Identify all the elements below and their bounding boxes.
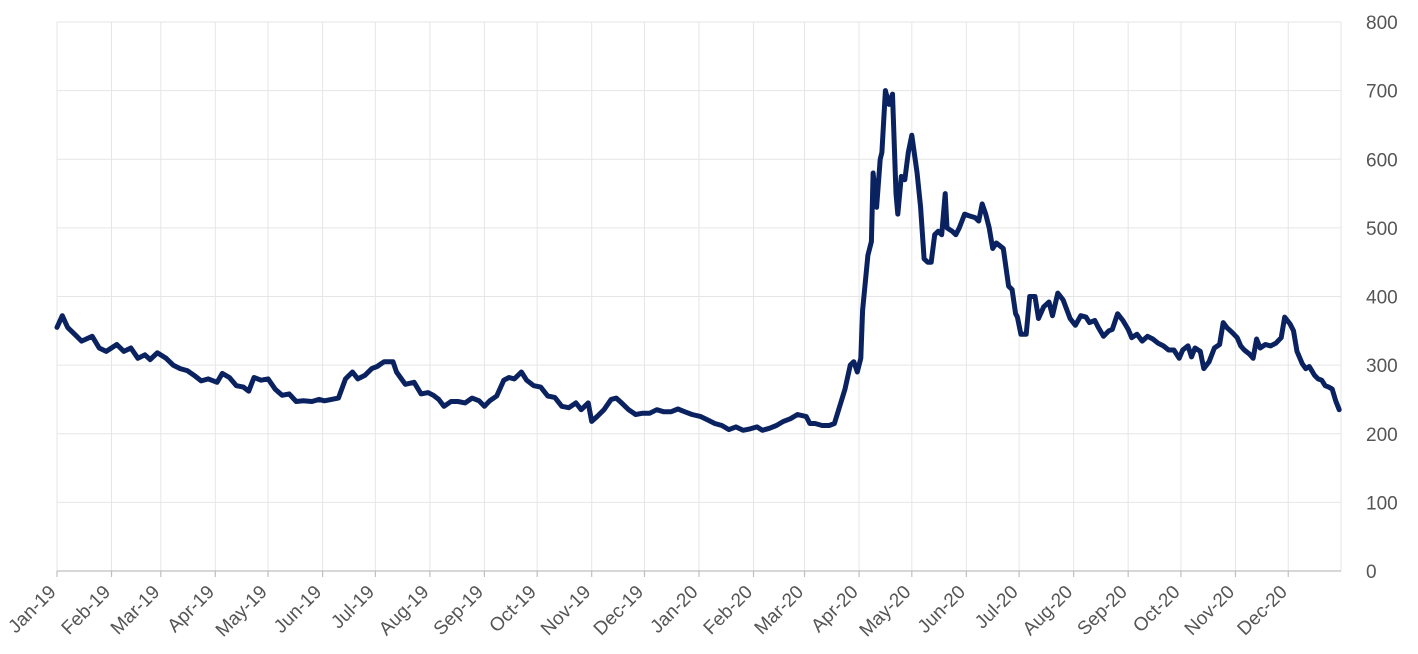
- x-tick-label: Nov-19: [537, 582, 595, 640]
- y-tick-label: 400: [1366, 288, 1398, 309]
- x-tick-label: Nov-20: [1181, 582, 1239, 640]
- y-tick-label: 0: [1366, 562, 1377, 583]
- x-tick-label: Mar-20: [751, 582, 808, 639]
- series-line: [57, 91, 1339, 431]
- x-tick-label: Jun-19: [270, 582, 326, 638]
- x-axis-ticks: [57, 571, 1288, 577]
- x-tick-label: Jan-19: [5, 582, 61, 638]
- y-tick-label: 300: [1366, 356, 1398, 377]
- x-tick-label: Jul-20: [971, 582, 1022, 633]
- y-tick-label: 700: [1366, 82, 1398, 103]
- x-tick-label: Dec-19: [590, 582, 648, 640]
- x-tick-label: Sep-19: [430, 582, 488, 640]
- x-tick-label: Jun-20: [914, 582, 970, 638]
- x-tick-label: May-19: [212, 582, 272, 642]
- y-tick-label: 200: [1366, 425, 1398, 446]
- x-tick-label: Aug-19: [375, 582, 433, 640]
- x-tick-label: Jul-19: [327, 582, 378, 633]
- x-tick-label: Jan-20: [647, 582, 703, 638]
- x-tick-label: Feb-19: [58, 582, 115, 639]
- x-tick-label: Oct-20: [1129, 582, 1184, 637]
- y-tick-label: 500: [1366, 219, 1398, 240]
- x-tick-label: May-20: [856, 582, 916, 642]
- y-axis-tick-labels: 0 100 200 300 400 500 600 700 800: [1366, 13, 1398, 583]
- x-tick-label: Apr-20: [807, 582, 862, 637]
- x-tick-label: Dec-20: [1234, 582, 1292, 640]
- x-tick-label: Aug-20: [1019, 582, 1077, 640]
- x-tick-label: Apr-19: [164, 582, 219, 637]
- y-tick-label: 800: [1366, 13, 1398, 34]
- x-tick-label: Sep-20: [1074, 582, 1132, 640]
- x-tick-label: Oct-19: [486, 582, 541, 637]
- y-tick-label: 100: [1366, 493, 1398, 514]
- x-tick-label: Feb-20: [700, 582, 757, 639]
- x-tick-label: Mar-19: [107, 582, 164, 639]
- y-tick-label: 600: [1366, 150, 1398, 171]
- series-lines: [57, 91, 1339, 431]
